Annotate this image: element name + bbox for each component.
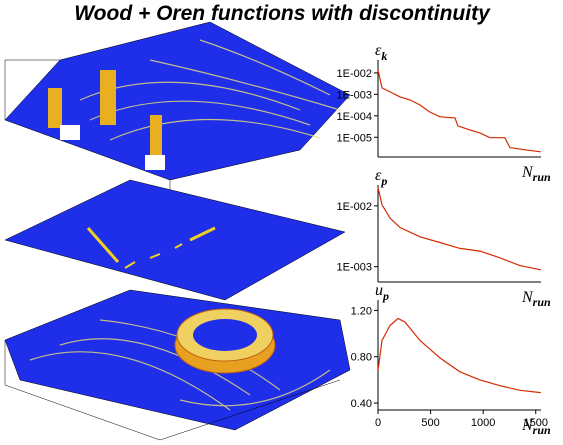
y-tick-label: 0.80 [351,352,372,364]
y-label: εp [375,167,387,188]
y-tick-label: 1E-002 [337,201,372,213]
x-tick-label: 0 [375,417,381,429]
x-label-symbol: N [521,417,534,434]
surface-plots [4,21,351,441]
y-label-symbol: ε [375,167,382,184]
x-tick-label: 1000 [471,417,495,429]
x-label-symbol: N [521,164,534,181]
y-tick-label: 1E-004 [337,111,372,123]
y-tick-label: 1E-003 [337,262,372,274]
x-label-symbol: N [521,289,534,306]
x-label-sub: run [533,423,551,437]
y-label-sub: p [382,289,389,303]
y-tick-label: 1E-002 [337,68,372,80]
data-line [377,187,541,271]
y-tick-label: 1E-005 [337,132,372,144]
y-label-symbol: u [375,282,383,299]
y-tick-label: 1.20 [351,305,372,317]
x-label-sub: run [533,170,551,184]
y-tick-label: 0.40 [351,398,372,410]
x-tick-label: 1500 [523,417,547,429]
data-line [377,69,541,153]
x-label-sub: run [533,295,551,309]
x-label: Nrun [521,289,551,309]
y-label-sub: k [381,49,387,63]
y-label-symbol: ε [375,42,382,59]
y-label: up [375,282,389,303]
y-label-sub: p [380,174,387,188]
x-label: Nrun [521,417,551,437]
x-label: Nrun [521,164,551,184]
y-label: εk [375,42,387,63]
title: Wood + Oren functions with discontinuity [74,2,491,25]
x-tick-label: 500 [421,417,439,429]
data-line [377,317,541,394]
y-tick-label: 1E-003 [337,89,372,101]
